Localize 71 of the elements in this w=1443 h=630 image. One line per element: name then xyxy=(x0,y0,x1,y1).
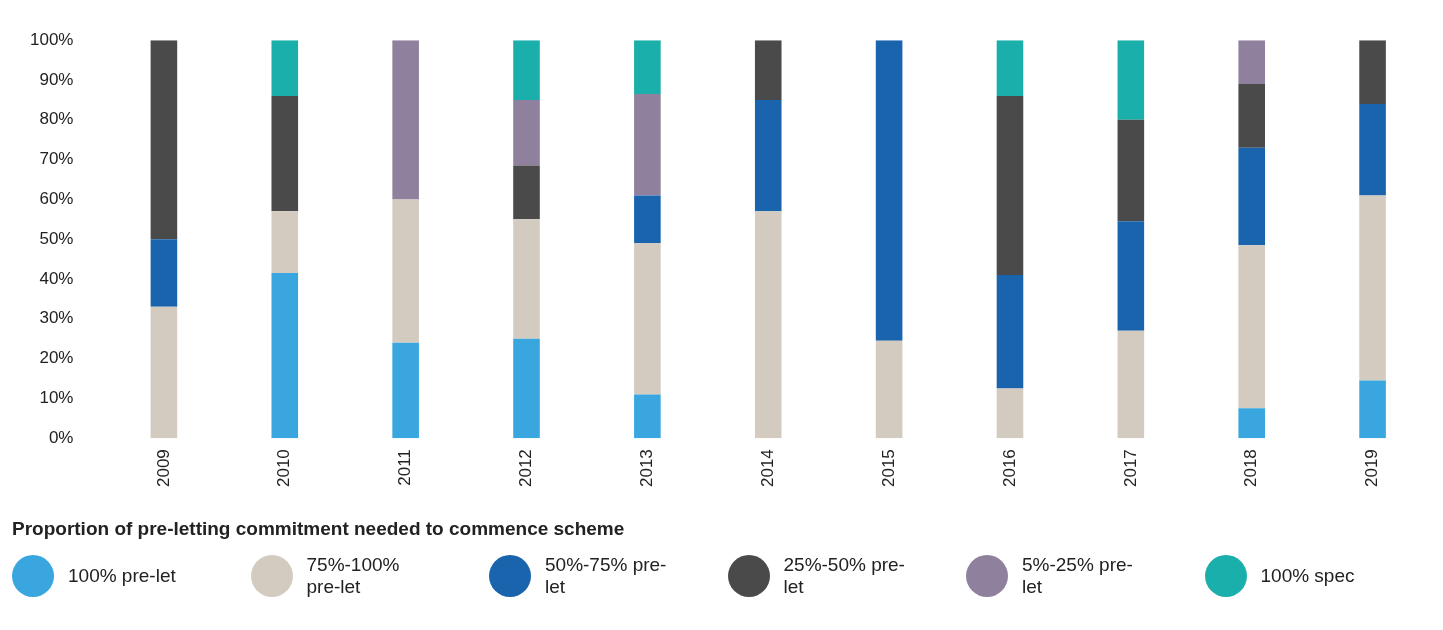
bar xyxy=(1117,221,1145,331)
bar xyxy=(754,40,782,100)
x-tick-label: 2010 xyxy=(274,449,294,488)
bar xyxy=(1238,147,1265,246)
bar xyxy=(1117,330,1145,439)
bar xyxy=(996,40,1024,96)
bar xyxy=(1117,40,1145,120)
bar xyxy=(996,275,1024,389)
bar xyxy=(271,95,299,212)
bar xyxy=(150,306,178,439)
bar xyxy=(634,243,661,395)
y-tick-label: 30% xyxy=(39,308,74,328)
bar xyxy=(875,340,903,439)
legend-label: 50%-75% pre-let xyxy=(545,554,668,598)
bar xyxy=(271,273,299,439)
x-tick-label: 2017 xyxy=(1120,449,1140,488)
bar xyxy=(513,219,540,339)
bar xyxy=(1117,119,1145,222)
bar xyxy=(1359,380,1386,439)
x-tick-label: 2014 xyxy=(757,449,777,488)
bar xyxy=(634,40,661,94)
bar xyxy=(634,93,661,196)
legend-label: 100% spec xyxy=(1260,565,1356,587)
bar xyxy=(271,211,299,274)
y-tick-label: 50% xyxy=(39,228,74,248)
x-tick-label: 2012 xyxy=(516,449,536,488)
x-tick-label: 2013 xyxy=(637,449,657,488)
y-tick-label: 20% xyxy=(39,348,74,368)
bar xyxy=(1359,40,1386,104)
bar xyxy=(513,165,540,220)
x-tick-label: 2011 xyxy=(395,449,415,486)
legend-label: 25%-50% pre-let xyxy=(783,554,906,598)
x-tick-label: 2015 xyxy=(878,449,898,488)
bar xyxy=(271,40,299,96)
legend-title: Proportion of pre-letting commitment needed to commence scheme xyxy=(12,518,626,540)
bar xyxy=(513,99,540,166)
bar xyxy=(1238,245,1265,409)
bar xyxy=(634,195,661,244)
bar xyxy=(754,99,782,212)
bar xyxy=(150,40,178,240)
bar xyxy=(1359,195,1386,381)
y-tick-label: 70% xyxy=(39,149,74,169)
y-tick-label: 60% xyxy=(39,189,74,209)
bar xyxy=(1359,103,1386,196)
y-tick-label: 90% xyxy=(39,69,74,89)
y-tick-label: 100% xyxy=(30,29,74,49)
y-tick-label: 80% xyxy=(39,109,74,129)
bar xyxy=(875,40,903,341)
bar xyxy=(1238,83,1265,148)
bar xyxy=(1238,408,1265,439)
bar xyxy=(392,40,419,200)
legend-label: 5%-25% pre-let xyxy=(1022,554,1134,598)
bar xyxy=(634,394,661,439)
bar xyxy=(754,211,782,439)
bar xyxy=(513,40,540,100)
bar xyxy=(996,95,1024,276)
bar xyxy=(996,388,1024,439)
bar xyxy=(150,239,178,307)
y-tick-label: 0% xyxy=(48,427,74,447)
x-tick-label: 2019 xyxy=(1362,449,1382,488)
legend-label: 75%-100% pre-let xyxy=(306,554,401,598)
bar xyxy=(392,342,419,439)
x-tick-label: 2016 xyxy=(999,449,1019,488)
y-tick-label: 40% xyxy=(39,268,74,288)
legend-label: 100% pre-let xyxy=(68,565,177,587)
bar xyxy=(513,338,540,439)
bar xyxy=(392,199,419,343)
bar xyxy=(1238,40,1265,84)
x-tick-label: 2009 xyxy=(153,449,173,488)
y-tick-label: 10% xyxy=(39,388,74,408)
x-tick-label: 2018 xyxy=(1241,449,1261,488)
